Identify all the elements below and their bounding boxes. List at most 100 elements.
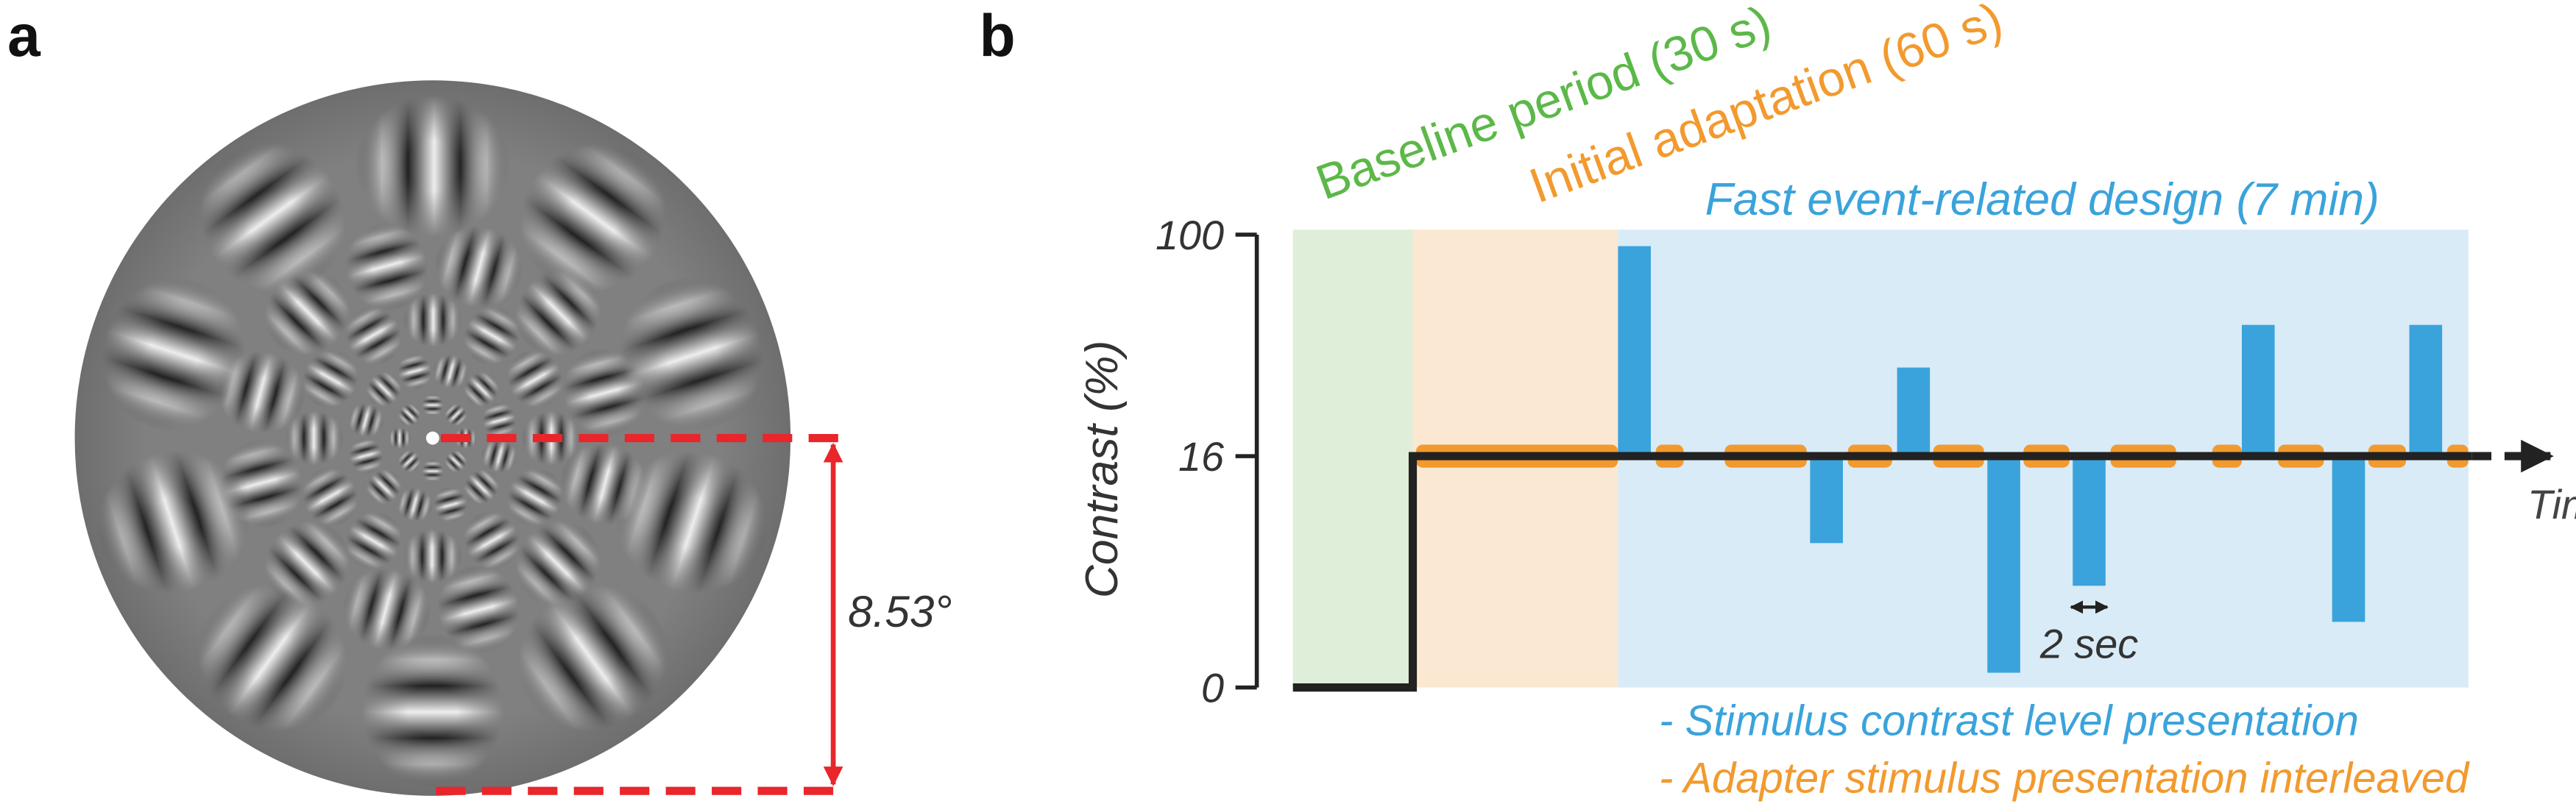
stimulus-bar [1810, 456, 1843, 544]
gabor [507, 349, 563, 408]
gabor [345, 222, 428, 311]
gabor [403, 529, 463, 584]
duration-label: 2 sec [2039, 621, 2138, 666]
gabor-patch [388, 427, 411, 449]
gabor [437, 565, 520, 654]
gabor [515, 521, 601, 606]
gabor [434, 226, 523, 308]
gabor-patch [437, 565, 520, 654]
gabor [520, 142, 666, 294]
gabor-patch [199, 142, 346, 294]
gabor [482, 402, 517, 438]
gabor [464, 371, 499, 407]
gabor [464, 307, 520, 365]
gabor-patch [345, 307, 402, 365]
fixation-point [425, 431, 439, 445]
gabor [432, 355, 469, 388]
gabor [347, 403, 384, 438]
gabor-patch [507, 349, 563, 408]
gabor [355, 94, 510, 237]
y-tick-label: 0 [1201, 666, 1224, 711]
panel-label: b [980, 3, 1016, 69]
x-axis-label: Time [2527, 482, 2576, 527]
gabor [507, 468, 563, 527]
gabor [464, 469, 499, 505]
stimulus-bar [2409, 324, 2443, 457]
stimulus-presentations [1618, 246, 2443, 673]
gabor [445, 450, 467, 473]
gabor [517, 585, 668, 732]
gabor-patch [397, 488, 434, 522]
gabor-patch [355, 94, 510, 237]
gabor [345, 511, 402, 570]
gabor-patch [398, 404, 421, 427]
gabor [445, 404, 467, 427]
gabor-patch [345, 222, 428, 311]
gabor [102, 277, 245, 431]
gabor-patch [464, 469, 499, 505]
gabor-patch [434, 486, 467, 523]
gabor-patch [422, 394, 444, 417]
gabor [302, 349, 358, 408]
gabor-patch [403, 293, 463, 347]
gabor-patch [520, 142, 666, 294]
gabor-patch [302, 349, 358, 408]
gabor [403, 293, 463, 347]
gabor-patch [403, 529, 463, 584]
gabor [199, 142, 346, 294]
gabor [397, 488, 434, 522]
y-tick-label: 100 [1156, 213, 1224, 258]
gabor [367, 469, 402, 505]
gabor-patch [482, 402, 517, 438]
gabor-patch [349, 438, 383, 474]
gabor-patch [615, 450, 769, 594]
gabor [264, 521, 350, 606]
gabor [398, 404, 421, 427]
gabor-patch [102, 277, 245, 431]
gabor-patch [481, 439, 517, 473]
gabor-patch [361, 633, 504, 788]
gabor-patch [397, 353, 432, 390]
gabor [615, 450, 769, 594]
gabor-patch [285, 410, 344, 466]
gabor [342, 568, 431, 651]
gabor [620, 277, 764, 431]
gabor-patch [434, 226, 523, 308]
gabor [349, 438, 383, 474]
gabor-patch [96, 450, 250, 594]
stimulus-bar [1897, 367, 1931, 457]
gabor-patch [464, 371, 499, 407]
gabor-patch [398, 450, 421, 473]
contrast-timeline [1292, 452, 2472, 692]
gabor-patch [342, 568, 431, 651]
gabor-patches [96, 94, 769, 788]
legend-entry: - Adapter stimulus presentation interlea… [1659, 755, 2470, 802]
gabor [422, 459, 444, 483]
gabor-patch [264, 521, 350, 606]
gabor-patch [517, 585, 668, 732]
stimulus-bar [2241, 324, 2275, 457]
gabor [361, 633, 504, 788]
gabor [464, 511, 520, 570]
angle-label: 8.53° [848, 586, 952, 636]
legend-entry: - Stimulus contrast level presentation [1659, 697, 2359, 744]
y-axis-label: Contrast (%) [1076, 341, 1128, 598]
gabor-patch [367, 469, 402, 505]
gabor [397, 353, 432, 390]
gabor-patch [445, 450, 467, 473]
gabor [197, 585, 348, 732]
gabor-patch [464, 511, 520, 570]
gabor-patch [345, 511, 402, 570]
baseline-region [1292, 230, 1413, 688]
gabor-patch [432, 355, 469, 388]
gabor [345, 307, 402, 365]
gabor [398, 450, 421, 473]
gabor [434, 486, 467, 523]
gabor [481, 439, 517, 473]
design-label: Fast event-related design (7 min) [1705, 174, 2379, 225]
gabor-patch [507, 468, 563, 527]
gabor [285, 410, 344, 466]
gabor-patch [515, 521, 601, 606]
gabor-patch [464, 307, 520, 365]
